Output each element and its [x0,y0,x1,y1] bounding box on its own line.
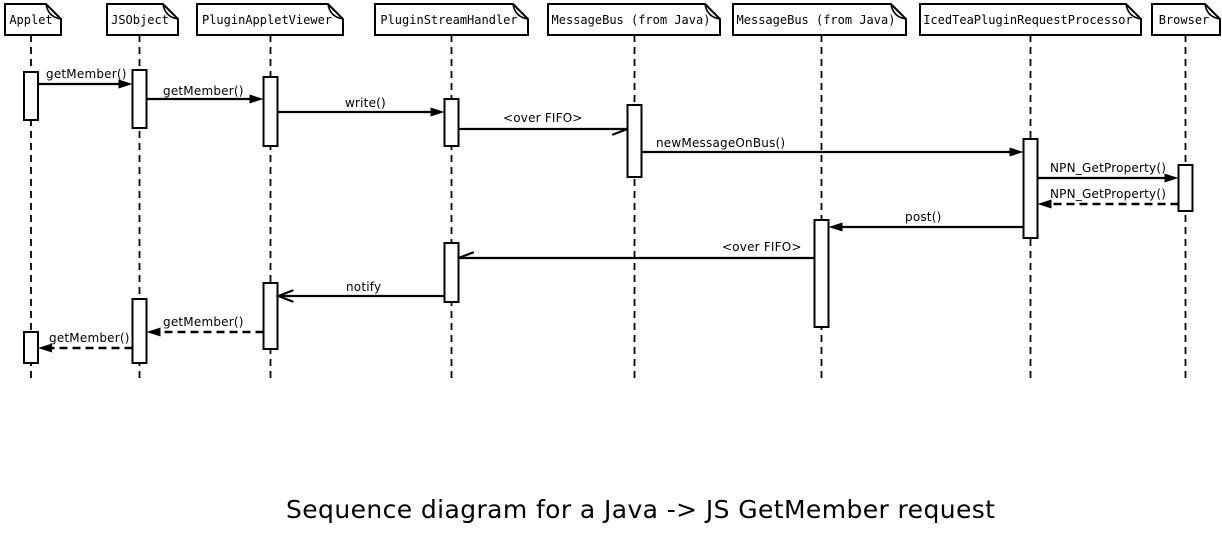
participant-note-shape [547,3,721,36]
message-arrowhead [249,94,264,104]
participant-note-shape [106,3,179,36]
message-arrowhead [828,222,843,232]
activation-bar-applet-1 [23,71,39,121]
participant-browser: Browser [1151,3,1221,36]
participant-messagebus-1: MessageBus (from Java) [547,3,721,36]
participant-applet: Applet [4,3,62,36]
message-label: NPN_GetProperty() [1050,187,1166,201]
message-newmessageonbus: newMessageOnBus() [641,136,1024,157]
message-getmember-1: getMember() [38,67,133,89]
participant-note-shape [1151,3,1221,36]
participant-label: PluginAppletViewer [202,13,332,27]
participant-label: Applet [9,13,52,27]
message-write: write() [277,96,445,117]
participant-pluginstreamhandler: PluginStreamHandler [374,3,529,36]
note-fold-corner-icon [1204,3,1221,20]
participant-pluginappletviewer: PluginAppletViewer [196,3,344,36]
message-label: newMessageOnBus() [656,136,785,150]
message-arrowhead [38,343,52,353]
message-npn-getproperty-call: NPN_GetProperty() [1037,161,1179,183]
message-arrowhead [118,79,133,89]
participant-label: JSObject [111,13,169,27]
message-label: getMember() [46,67,127,81]
message-label: notify [346,280,381,294]
activation-bar-messagebus-1 [626,104,643,178]
note-fold-corner-icon [1125,3,1142,20]
participant-messagebus-2: MessageBus (from Java) [732,3,907,36]
participant-note-shape [732,3,907,36]
activation-bar-applet-2 [23,331,39,364]
activation-bar-jsobject-2 [131,298,148,364]
activation-bar-pluginstreamhandler-2 [443,242,460,303]
activation-bar-pluginappletviewer-2 [262,282,279,350]
message-arrowhead [1164,173,1179,183]
activation-bar-browser [1177,164,1194,212]
message-label: getMember() [163,315,244,329]
message-label: post() [905,210,941,224]
note-fold-corner-icon [45,3,62,20]
participant-jsobject: JSObject [106,3,179,36]
message-label: getMember() [163,84,244,98]
message-arrowhead [146,327,161,337]
message-label: getMember() [49,331,130,345]
note-fold-corner-icon [704,3,721,20]
note-fold-corner-icon [162,3,179,20]
activation-bar-messagebus-2 [813,219,830,328]
message-label: NPN_GetProperty() [1050,161,1166,175]
participant-label: MessageBus (from Java) [737,13,896,27]
participant-label: MessageBus (from Java) [552,13,711,27]
participant-label: PluginStreamHandler [380,13,517,27]
participant-note-shape [374,3,529,36]
message-notify: notify [275,280,445,303]
message-arrowhead [1009,147,1024,157]
participant-icedtea-processor: IcedTeaPluginRequestProcessor [919,3,1142,36]
message-label: <over FIFO> [722,240,802,254]
message-arrowhead [275,289,294,303]
message-getmember-2: getMember() [146,84,264,104]
activation-bar-jsobject-1 [131,69,148,129]
activation-bar-pluginappletviewer-1 [262,76,279,147]
message-getmember-return-2: getMember() [38,331,133,353]
message-arrowhead [611,127,629,136]
message-arrowhead [430,107,445,117]
message-arrowhead [457,251,475,260]
message-over-fifo-1: <over FIFO> [459,111,629,136]
message-label: write() [345,96,386,110]
participant-note-shape [4,3,62,36]
message-post: post() [828,210,1024,232]
message-npn-getproperty-return: NPN_GetProperty() [1037,187,1179,209]
activation-bar-icedtea-processor [1022,138,1039,239]
note-fold-corner-icon [327,3,344,20]
participant-label: IcedTeaPluginRequestProcessor [923,13,1133,27]
message-label: <over FIFO> [503,111,583,125]
participant-note-shape [196,3,344,36]
note-fold-corner-icon [890,3,907,20]
message-arrowhead [1037,199,1052,209]
message-over-fifo-2: <over FIFO> [457,240,815,260]
participant-label: Browser [1159,13,1210,27]
note-fold-corner-icon [512,3,529,20]
message-getmember-return-1: getMember() [146,315,264,337]
activation-bar-pluginstreamhandler-1 [443,98,460,147]
diagram-title: Sequence diagram for a Java -> JS GetMem… [286,495,995,524]
participant-note-shape [919,3,1142,36]
